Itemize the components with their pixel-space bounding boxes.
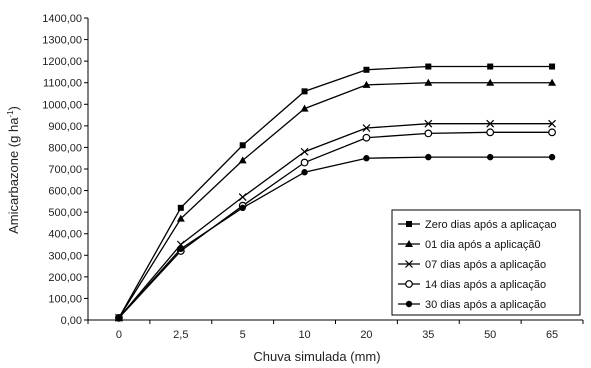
data-point-circle-open bbox=[405, 280, 413, 288]
data-point-x-stroke bbox=[362, 124, 371, 132]
data-point-circle bbox=[548, 153, 556, 161]
legend-label: Zero dias após a aplicaçao bbox=[425, 219, 556, 231]
y-tick-label: 500,00 bbox=[48, 207, 82, 219]
data-point-x-stroke bbox=[300, 147, 309, 156]
data-point-x bbox=[238, 193, 247, 201]
data-point-square bbox=[239, 142, 246, 149]
data-point-x-stroke bbox=[424, 119, 433, 128]
legend-box bbox=[391, 209, 581, 316]
data-point-x bbox=[548, 119, 556, 128]
data-point-square bbox=[425, 63, 432, 70]
data-point-circle-open bbox=[362, 133, 371, 142]
data-point-x bbox=[362, 124, 371, 132]
data-point-square bbox=[301, 88, 308, 95]
y-tick-label: 1000,00 bbox=[42, 99, 82, 111]
data-point-square bbox=[177, 204, 184, 211]
series-line bbox=[118, 82, 553, 319]
x-axis: 0 2,5 5 10 20 35 50 65 bbox=[87, 319, 584, 341]
y-tick-label: 1400,00 bbox=[42, 13, 82, 25]
data-point-circle bbox=[486, 153, 494, 161]
y-tick-label: 1200,00 bbox=[42, 56, 82, 68]
x-tick-label: 50 bbox=[484, 329, 496, 341]
data-point-circle bbox=[177, 245, 185, 253]
legend-item: 01 dia após a aplicaçã0 bbox=[398, 239, 541, 251]
data-point-triangle bbox=[176, 214, 185, 222]
data-point-x bbox=[405, 260, 413, 268]
data-point-x-stroke bbox=[405, 260, 413, 268]
data-point-x bbox=[300, 147, 309, 156]
y-tick-label: 700,00 bbox=[48, 164, 82, 176]
data-point-circle bbox=[239, 204, 246, 212]
legend-label: 30 dias após a aplicação bbox=[425, 299, 546, 311]
data-point-triangle bbox=[362, 80, 371, 88]
y-tick-label: 200,00 bbox=[48, 272, 82, 284]
x-tick-label: 5 bbox=[240, 329, 246, 341]
data-point-x-stroke bbox=[486, 119, 495, 128]
series-lines bbox=[114, 63, 557, 322]
data-point-circle bbox=[363, 155, 370, 162]
data-point-triangle bbox=[238, 156, 247, 164]
legend-label: 07 dias após a aplicação bbox=[425, 259, 546, 271]
series-line bbox=[118, 131, 553, 319]
data-point-square bbox=[487, 63, 494, 70]
y-tick-label: 400,00 bbox=[48, 229, 82, 241]
data-point-triangle bbox=[300, 104, 309, 112]
data-point-x bbox=[486, 119, 495, 128]
x-tick-label: 20 bbox=[360, 329, 372, 341]
legend-item: Zero dias após a aplicaçao bbox=[398, 219, 556, 231]
data-point-triangle bbox=[424, 78, 433, 86]
legend: Zero dias após a aplicaçao 01 dia após a … bbox=[391, 209, 581, 316]
x-tick-label: 35 bbox=[422, 329, 434, 341]
data-point-x bbox=[424, 119, 433, 128]
y-axis: 0,00 100,00 200,00 300,00 400,00 500,00 600,00… bbox=[42, 13, 89, 327]
data-point-square bbox=[406, 221, 412, 227]
data-point-circle-open bbox=[486, 128, 495, 137]
x-tick-label: 65 bbox=[546, 329, 558, 341]
data-point-triangle bbox=[548, 78, 557, 86]
legend-item: 14 dias após a aplicação bbox=[398, 279, 546, 291]
y-tick-label: 1100,00 bbox=[43, 78, 82, 90]
y-tick-label: 900,00 bbox=[48, 121, 82, 133]
data-point-circle-open bbox=[548, 128, 556, 137]
data-point-circle-open bbox=[300, 158, 309, 167]
y-axis-title: Amicarbazone (g ha-1) bbox=[6, 106, 21, 234]
y-tick-label: 100,00 bbox=[48, 293, 82, 305]
y-tick-label: 1300,00 bbox=[42, 35, 82, 47]
data-point-circle bbox=[425, 153, 432, 161]
legend-item: 30 dias após a aplicação bbox=[398, 299, 546, 311]
x-axis-title: Chuva simulada (mm) bbox=[253, 349, 380, 364]
x-tick-label: 2,5 bbox=[173, 329, 188, 341]
x-tick-label: 0 bbox=[116, 329, 122, 341]
legend-label: 01 dia após a aplicaçã0 bbox=[425, 239, 541, 251]
series-2 bbox=[114, 78, 557, 321]
data-point-square bbox=[363, 66, 370, 73]
series-line bbox=[118, 156, 553, 319]
data-point-circle bbox=[301, 169, 308, 176]
data-point-x-stroke bbox=[238, 193, 247, 201]
x-tick-label: 10 bbox=[298, 329, 310, 341]
data-point-circle bbox=[115, 314, 123, 322]
series-line bbox=[118, 65, 553, 319]
data-point-x-stroke bbox=[548, 119, 556, 128]
series-5 bbox=[115, 153, 556, 322]
data-point-circle bbox=[405, 300, 413, 308]
data-point-triangle bbox=[405, 240, 413, 247]
legend-item: 07 dias após a aplicação bbox=[398, 259, 546, 271]
series-line bbox=[118, 123, 553, 319]
data-point-square bbox=[549, 63, 556, 70]
y-tick-label: 300,00 bbox=[48, 250, 82, 262]
legend-label: 14 dias após a aplicação bbox=[425, 279, 546, 291]
y-tick-label: 0,00 bbox=[61, 315, 82, 327]
y-tick-label: 800,00 bbox=[48, 142, 82, 154]
data-point-circle-open bbox=[424, 129, 433, 138]
data-point-triangle bbox=[486, 78, 495, 86]
y-tick-label: 600,00 bbox=[48, 186, 82, 198]
